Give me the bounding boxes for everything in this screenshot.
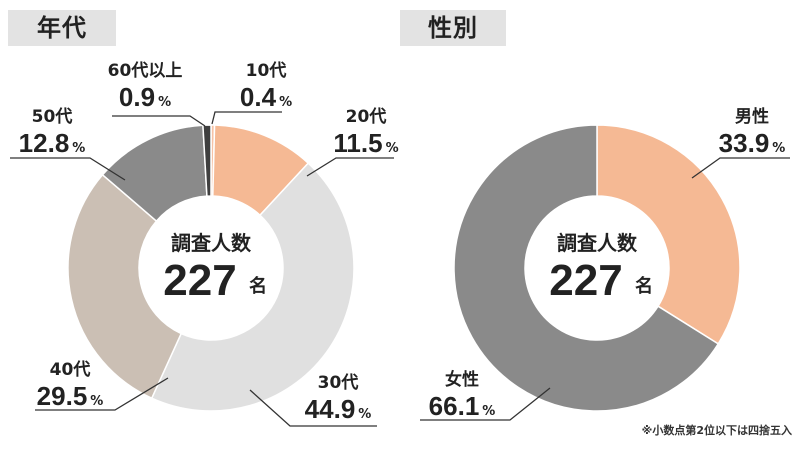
slice-label: 男性 [735, 106, 769, 127]
age-center-label: 調査人数 [171, 231, 252, 255]
slice-value: 44.9% [305, 394, 372, 424]
slice-label: 20代 [346, 106, 387, 127]
gender-donut-chart [453, 124, 741, 412]
slice-label: 30代 [318, 372, 359, 393]
leader-line [211, 111, 282, 125]
leader-line [112, 115, 206, 127]
age-chart-title: 年代 [8, 10, 116, 46]
slice-label: 女性 [445, 369, 479, 390]
gender-center-number: 227 [549, 256, 622, 305]
slice-label: 60代以上 [108, 60, 183, 81]
footnote: ※小数点第2位以下は四捨五入 [641, 424, 792, 437]
age-center-unit: 名 [249, 275, 267, 297]
gender-center-unit: 名 [635, 275, 653, 297]
leader-line [249, 389, 377, 427]
slice-value: 33.9% [719, 128, 786, 158]
slice-label: 50代 [32, 106, 73, 127]
donut-hole [139, 196, 283, 340]
slice-value: 66.1% [429, 391, 496, 421]
slice-value: 11.5% [333, 128, 398, 158]
gender-chart-title: 性別 [400, 10, 506, 46]
leader-line [306, 157, 394, 177]
leader-line [35, 377, 169, 411]
leader-line [691, 157, 790, 179]
leader-line [420, 387, 551, 421]
age-center-number: 227 [163, 256, 236, 305]
slice-value: 12.8% [19, 128, 86, 158]
slice-value: 0.4% [240, 82, 292, 112]
slice-label: 40代 [50, 359, 91, 380]
slice-label: 10代 [246, 60, 287, 81]
leader-line [10, 157, 126, 181]
gender-center-label: 調査人数 [557, 231, 638, 255]
donut-hole [525, 196, 669, 340]
slice-value: 0.9% [119, 82, 171, 112]
slice-value: 29.5% [37, 381, 104, 411]
